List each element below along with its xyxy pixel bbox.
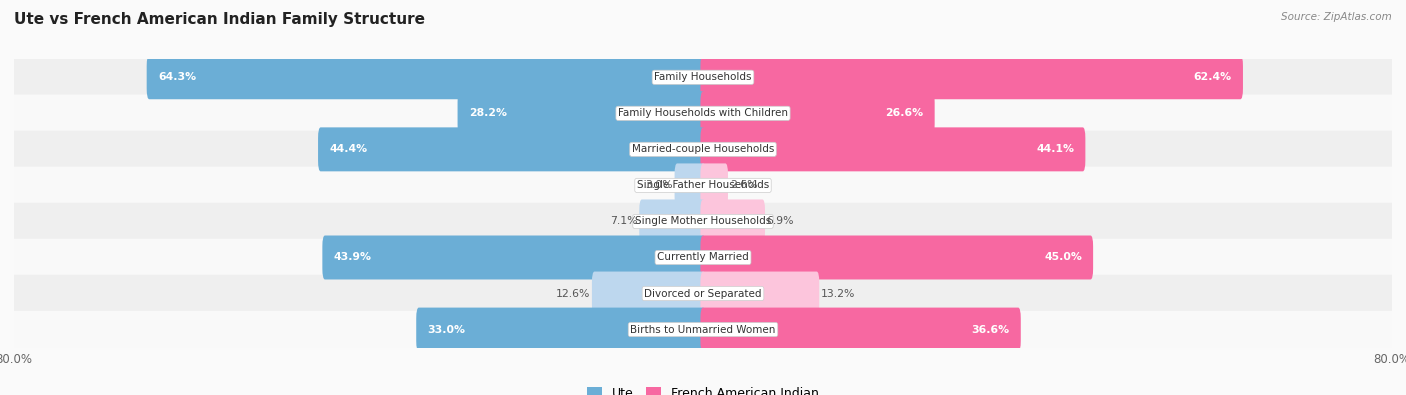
FancyBboxPatch shape (14, 203, 1392, 240)
FancyBboxPatch shape (700, 55, 1243, 99)
FancyBboxPatch shape (14, 58, 1392, 96)
Text: 44.4%: 44.4% (329, 144, 367, 154)
Text: 3.0%: 3.0% (645, 181, 673, 190)
Text: Single Father Households: Single Father Households (637, 181, 769, 190)
Text: 26.6%: 26.6% (886, 108, 924, 118)
FancyBboxPatch shape (700, 199, 765, 243)
Text: 13.2%: 13.2% (821, 288, 855, 299)
Text: 36.6%: 36.6% (972, 325, 1010, 335)
FancyBboxPatch shape (700, 164, 728, 207)
FancyBboxPatch shape (457, 91, 706, 135)
Text: Single Mother Households: Single Mother Households (636, 216, 770, 226)
Text: 45.0%: 45.0% (1045, 252, 1083, 263)
FancyBboxPatch shape (700, 271, 820, 316)
Text: 6.9%: 6.9% (766, 216, 794, 226)
FancyBboxPatch shape (318, 127, 706, 171)
FancyBboxPatch shape (322, 235, 706, 280)
FancyBboxPatch shape (14, 167, 1392, 204)
Text: Ute vs French American Indian Family Structure: Ute vs French American Indian Family Str… (14, 12, 425, 27)
FancyBboxPatch shape (592, 271, 706, 316)
Text: Currently Married: Currently Married (657, 252, 749, 263)
FancyBboxPatch shape (14, 131, 1392, 168)
Text: Source: ZipAtlas.com: Source: ZipAtlas.com (1281, 12, 1392, 22)
FancyBboxPatch shape (14, 275, 1392, 312)
Text: 28.2%: 28.2% (468, 108, 506, 118)
Text: 7.1%: 7.1% (610, 216, 637, 226)
FancyBboxPatch shape (640, 199, 706, 243)
Text: 12.6%: 12.6% (555, 288, 591, 299)
FancyBboxPatch shape (675, 164, 706, 207)
FancyBboxPatch shape (700, 127, 1085, 171)
FancyBboxPatch shape (416, 308, 706, 352)
Text: 43.9%: 43.9% (333, 252, 371, 263)
Text: Family Households: Family Households (654, 72, 752, 82)
Legend: Ute, French American Indian: Ute, French American Indian (582, 382, 824, 395)
Text: 33.0%: 33.0% (427, 325, 465, 335)
Text: Divorced or Separated: Divorced or Separated (644, 288, 762, 299)
FancyBboxPatch shape (14, 94, 1392, 132)
FancyBboxPatch shape (14, 239, 1392, 276)
Text: Births to Unmarried Women: Births to Unmarried Women (630, 325, 776, 335)
Text: Family Households with Children: Family Households with Children (619, 108, 787, 118)
Text: 64.3%: 64.3% (157, 72, 195, 82)
Text: 44.1%: 44.1% (1036, 144, 1074, 154)
FancyBboxPatch shape (700, 91, 935, 135)
FancyBboxPatch shape (700, 235, 1092, 280)
FancyBboxPatch shape (146, 55, 706, 99)
FancyBboxPatch shape (14, 311, 1392, 348)
Text: 62.4%: 62.4% (1194, 72, 1232, 82)
FancyBboxPatch shape (700, 308, 1021, 352)
Text: 2.6%: 2.6% (730, 181, 758, 190)
Text: Married-couple Households: Married-couple Households (631, 144, 775, 154)
